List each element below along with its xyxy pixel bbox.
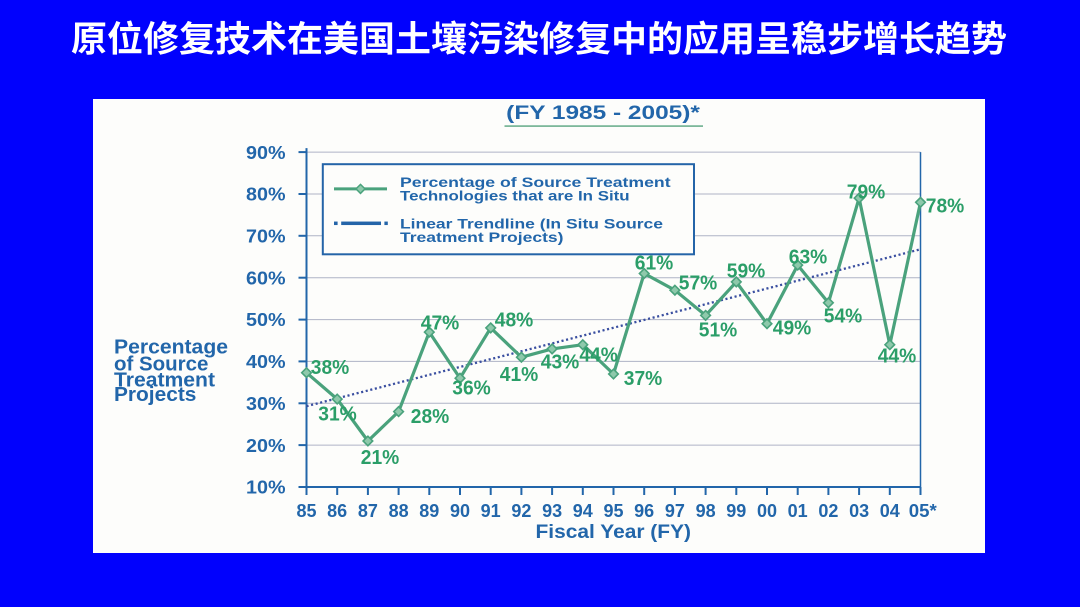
svg-text:of Source: of Source (114, 353, 208, 375)
svg-text:95: 95 (603, 501, 623, 521)
svg-text:90%: 90% (246, 142, 286, 163)
svg-text:44%: 44% (579, 343, 618, 366)
svg-text:91: 91 (481, 501, 501, 521)
svg-text:90: 90 (450, 501, 470, 521)
svg-text:01: 01 (788, 501, 808, 521)
svg-text:20%: 20% (246, 435, 286, 456)
svg-text:78%: 78% (926, 194, 965, 217)
svg-text:Treatment: Treatment (114, 369, 215, 391)
svg-text:88: 88 (389, 501, 409, 521)
svg-text:92: 92 (511, 501, 531, 521)
svg-text:97: 97 (665, 501, 685, 521)
svg-text:60%: 60% (246, 267, 286, 288)
svg-text:41%: 41% (500, 363, 539, 386)
svg-text:(FY 1985 - 2005)*: (FY 1985 - 2005)* (506, 102, 700, 124)
svg-text:47%: 47% (421, 311, 460, 334)
svg-text:63%: 63% (789, 245, 828, 268)
svg-text:Treatment Projects): Treatment Projects) (400, 229, 564, 245)
svg-text:Linear Trendline (In Situ Sour: Linear Trendline (In Situ Source (400, 215, 663, 231)
svg-text:86: 86 (327, 501, 347, 521)
svg-text:36%: 36% (452, 376, 491, 399)
svg-text:40%: 40% (246, 351, 286, 372)
svg-text:Projects: Projects (114, 384, 196, 406)
svg-text:00: 00 (757, 501, 777, 521)
svg-text:Fiscal Year (FY): Fiscal Year (FY) (536, 522, 692, 543)
svg-text:59%: 59% (727, 259, 766, 282)
svg-text:Percentage of Source Treatment: Percentage of Source Treatment (400, 174, 671, 190)
svg-text:37%: 37% (624, 367, 663, 390)
svg-text:02: 02 (818, 501, 838, 521)
svg-text:44%: 44% (878, 344, 917, 367)
svg-text:80%: 80% (246, 184, 286, 205)
svg-text:54%: 54% (824, 304, 863, 327)
svg-text:Technologies that are In Situ: Technologies that are In Situ (400, 187, 630, 203)
svg-text:21%: 21% (361, 446, 400, 469)
svg-text:51%: 51% (699, 318, 738, 341)
svg-text:04: 04 (880, 501, 900, 521)
svg-text:30%: 30% (246, 393, 286, 414)
svg-text:79%: 79% (847, 180, 886, 203)
svg-text:70%: 70% (246, 226, 286, 247)
svg-text:10%: 10% (246, 477, 286, 498)
svg-text:99: 99 (726, 501, 746, 521)
svg-text:61%: 61% (635, 251, 674, 274)
svg-text:38%: 38% (311, 356, 350, 379)
svg-text:48%: 48% (495, 308, 534, 331)
svg-text:31%: 31% (318, 402, 357, 425)
svg-text:Percentage: Percentage (114, 337, 228, 359)
svg-text:89: 89 (419, 501, 439, 521)
svg-text:85: 85 (296, 501, 316, 521)
svg-text:57%: 57% (679, 271, 718, 294)
svg-text:03: 03 (849, 501, 869, 521)
svg-text:93: 93 (542, 501, 562, 521)
svg-text:05*: 05* (909, 501, 937, 521)
svg-text:94: 94 (573, 501, 593, 521)
svg-text:28%: 28% (411, 405, 450, 428)
svg-text:87: 87 (358, 501, 378, 521)
svg-text:49%: 49% (773, 316, 812, 339)
svg-text:98: 98 (696, 501, 716, 521)
svg-text:50%: 50% (246, 309, 286, 330)
svg-text:96: 96 (634, 501, 654, 521)
svg-text:43%: 43% (541, 350, 580, 373)
